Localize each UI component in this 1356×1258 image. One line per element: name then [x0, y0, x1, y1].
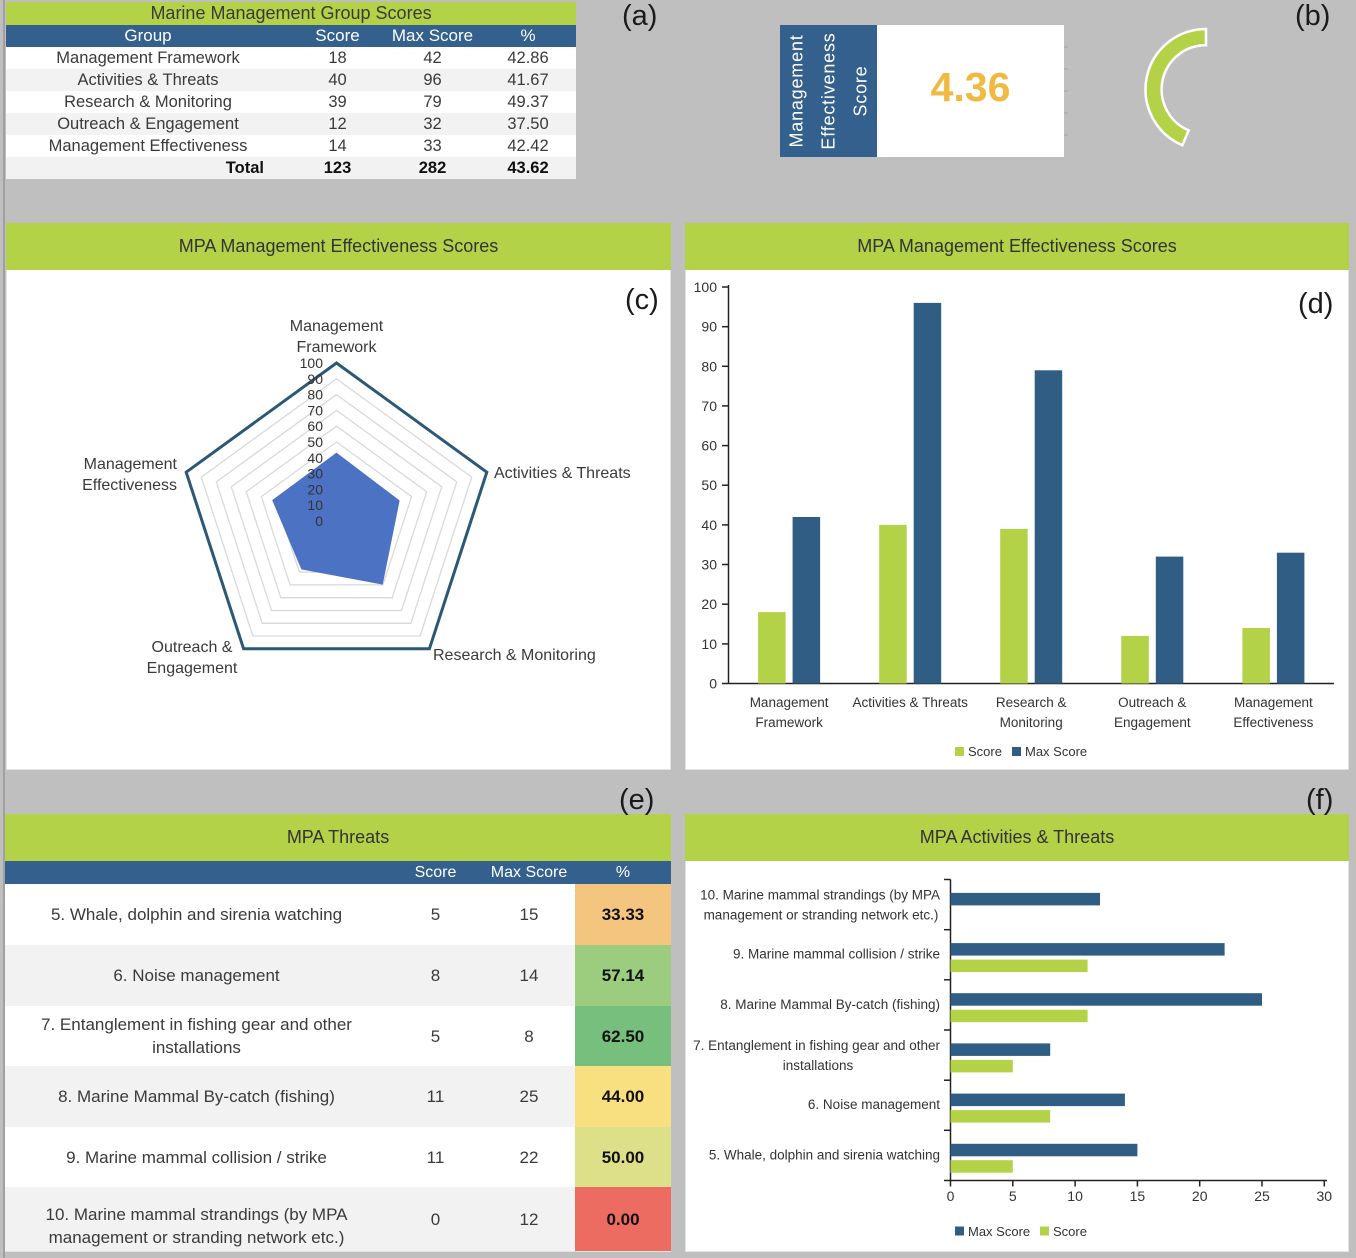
svg-text:Effectiveness: Effectiveness	[82, 477, 177, 494]
svg-text:30: 30	[701, 557, 717, 573]
svg-text:Research & Monitoring: Research & Monitoring	[433, 647, 596, 664]
svg-text:Activities & Threats: Activities & Threats	[853, 695, 969, 710]
svg-text:Research &: Research &	[996, 695, 1067, 710]
svg-text:60: 60	[701, 438, 717, 454]
svg-text:Management: Management	[84, 456, 178, 473]
svg-text:Management: Management	[1234, 695, 1313, 710]
svg-text:15: 15	[1130, 1188, 1146, 1204]
svg-text:6. Noise management: 6. Noise management	[808, 1097, 940, 1112]
svg-text:25: 25	[1254, 1188, 1270, 1204]
svg-text:100: 100	[694, 279, 718, 295]
svg-text:0: 0	[315, 513, 323, 529]
svg-text:Management: Management	[750, 695, 829, 710]
svg-text:10: 10	[701, 636, 717, 652]
svg-text:Engagement: Engagement	[147, 660, 238, 677]
svg-text:90: 90	[307, 371, 323, 387]
svg-text:8. Marine Mammal By-catch (fis: 8. Marine Mammal By-catch (fishing)	[720, 997, 940, 1012]
svg-text:Engagement: Engagement	[1114, 715, 1191, 730]
svg-text:20: 20	[701, 596, 717, 612]
svg-text:40: 40	[701, 517, 717, 533]
svg-text:Effectiveness: Effectiveness	[1233, 715, 1313, 730]
svg-text:10: 10	[307, 497, 323, 513]
svg-text:Max Score: Max Score	[1025, 744, 1087, 759]
svg-text:60: 60	[307, 418, 323, 434]
svg-text:Management: Management	[290, 318, 384, 335]
svg-text:9. Marine mammal collision / s: 9. Marine mammal collision / strike	[733, 947, 940, 962]
svg-text:20: 20	[307, 481, 323, 497]
svg-text:80: 80	[701, 358, 717, 374]
svg-text:Activities & Threats: Activities & Threats	[494, 465, 631, 482]
svg-text:Outreach &: Outreach &	[1118, 695, 1186, 710]
svg-text:Max Score: Max Score	[968, 1224, 1030, 1239]
svg-text:80: 80	[307, 387, 323, 403]
svg-text:40: 40	[307, 450, 323, 466]
svg-text:100: 100	[300, 355, 324, 371]
svg-text:Framework: Framework	[755, 715, 823, 730]
svg-text:10: 10	[1067, 1188, 1083, 1204]
svg-text:70: 70	[701, 398, 717, 414]
svg-text:20: 20	[1192, 1188, 1208, 1204]
svg-text:10. Marine mammal strandings (: 10. Marine mammal strandings (by MPA	[700, 888, 940, 903]
svg-text:90: 90	[701, 319, 717, 335]
svg-text:Outreach &: Outreach &	[152, 639, 233, 656]
svg-text:5. Whale, dolphin and sirenia: 5. Whale, dolphin and sirenia watching	[709, 1147, 940, 1162]
svg-text:0: 0	[709, 676, 717, 692]
svg-text:0: 0	[947, 1188, 955, 1204]
svg-text:Score: Score	[1053, 1224, 1087, 1239]
svg-text:Score: Score	[968, 744, 1002, 759]
svg-text:30: 30	[307, 466, 323, 482]
svg-text:70: 70	[307, 402, 323, 418]
svg-text:50: 50	[307, 434, 323, 450]
svg-text:Framework: Framework	[296, 339, 377, 356]
svg-text:5: 5	[1009, 1188, 1017, 1204]
svg-text:installations: installations	[783, 1058, 854, 1073]
svg-text:Monitoring: Monitoring	[1000, 715, 1063, 730]
svg-text:management or stranding networ: management or stranding network etc.)	[704, 908, 939, 923]
svg-text:30: 30	[1317, 1188, 1333, 1204]
svg-text:7. Entanglement in fishing gea: 7. Entanglement in fishing gear and othe…	[693, 1038, 940, 1053]
svg-text:50: 50	[701, 477, 717, 493]
